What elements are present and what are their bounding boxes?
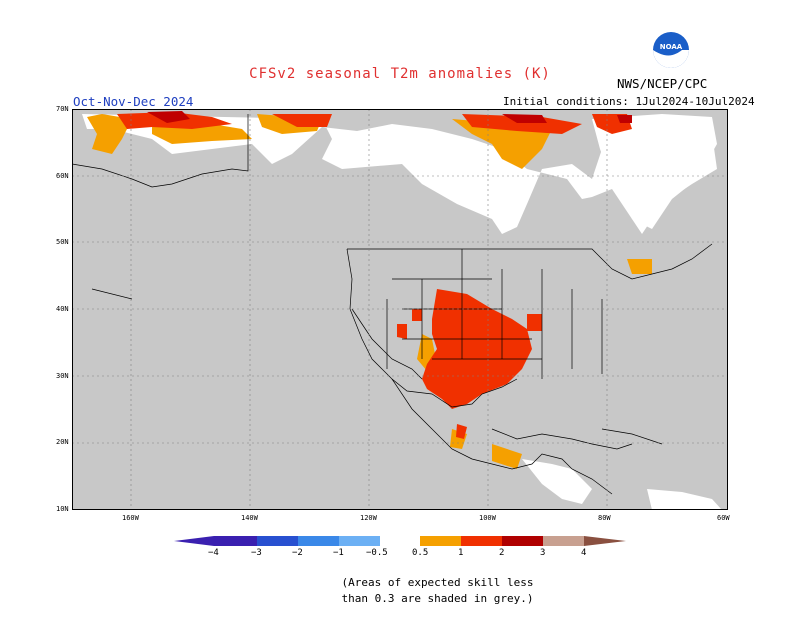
colorbar-label: 2	[499, 548, 505, 558]
colorbar-label: 3	[540, 548, 546, 558]
anomaly-map	[72, 109, 728, 510]
colorbar-seg-6	[420, 536, 461, 546]
lat-label-50: 50N	[56, 238, 69, 246]
colorbar-seg-2	[257, 536, 298, 546]
lat-label-70: 70N	[56, 105, 69, 113]
colorbar-label: −2	[292, 548, 303, 558]
anomaly-1-to-2	[117, 112, 632, 439]
colorbar-arrow-left	[174, 536, 214, 546]
lat-label-20: 20N	[56, 438, 69, 446]
logo-text: NOAA	[660, 43, 683, 51]
lon-label-60w: 60W	[717, 514, 730, 522]
lon-label-140w: 140W	[241, 514, 258, 522]
boundaries	[72, 114, 713, 495]
graticule	[72, 109, 728, 510]
noaa-logo-icon: NOAA	[653, 32, 689, 68]
colorbar-label: 4	[581, 548, 587, 558]
footnote-line-1: (Areas of expected skill less	[341, 576, 534, 589]
colorbar-seg-5	[380, 536, 420, 546]
agency-label: NWS/NCEP/CPC	[617, 76, 708, 91]
lat-label-60: 60N	[56, 172, 69, 180]
colorbar-seg-3	[298, 536, 339, 546]
colorbar-label: −3	[251, 548, 262, 558]
lon-label-160w: 160W	[122, 514, 139, 522]
lon-label-120w: 120W	[360, 514, 377, 522]
colorbar-seg-8	[502, 536, 543, 546]
colorbar-arrow-right	[584, 536, 626, 546]
colorbar-label: −0.5	[366, 548, 388, 558]
map-frame	[72, 109, 728, 510]
colorbar-seg-9	[543, 536, 584, 546]
lon-label-80w: 80W	[598, 514, 611, 522]
anomaly-2-to-3	[147, 111, 632, 123]
colorbar	[174, 536, 626, 546]
colorbar-label: −1	[333, 548, 344, 558]
colorbar-seg-4	[339, 536, 380, 546]
lat-label-10: 10N	[56, 505, 69, 513]
initial-conditions: Initial conditions: 1Jul2024-10Jul2024	[503, 95, 755, 108]
colorbar-seg-1	[214, 536, 257, 546]
colorbar-label: −4	[208, 548, 219, 558]
colorbar-seg-7	[461, 536, 502, 546]
colorbar-label: 1	[458, 548, 464, 558]
footnote-line-2: than 0.3 are shaded in grey.)	[341, 592, 534, 605]
lat-label-40: 40N	[56, 305, 69, 313]
lon-label-100w: 100W	[479, 514, 496, 522]
colorbar-label: 0.5	[412, 548, 429, 558]
neutral-regions	[82, 114, 722, 510]
lat-label-30: 30N	[56, 372, 69, 380]
chart-title: CFSv2 seasonal T2m anomalies (K)	[249, 66, 551, 82]
forecast-period: Oct-Nov-Dec 2024	[73, 94, 194, 109]
